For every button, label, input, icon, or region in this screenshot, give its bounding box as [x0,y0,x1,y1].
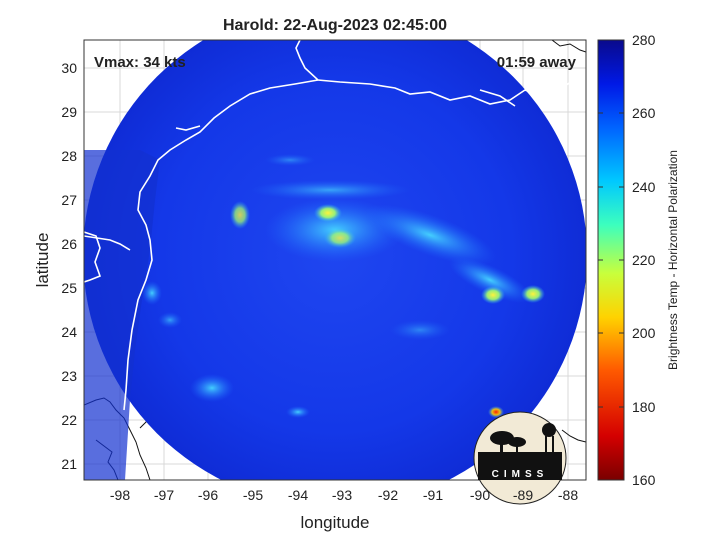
logo-text: CIMSS [492,469,549,480]
x-tick: -98 [110,487,130,503]
colorbar-tick: 200 [632,325,656,341]
cloud-south-cell [190,374,234,402]
x-tick: -89 [513,487,533,503]
colorbar-tick: 280 [632,32,656,48]
plot-frame [83,39,587,481]
y-tick-labels: 30 29 28 27 26 25 24 23 22 21 [61,60,77,472]
microwave-swath [84,40,586,480]
x-tick: -96 [198,487,218,503]
coastline-swath [84,40,586,411]
cloud-sw-cell [158,312,182,328]
cloud-west-coast [142,281,162,305]
cimss-logo: CIMSS [473,411,567,505]
colorbar-tick: 240 [632,179,656,195]
cloud-south-small [286,406,310,418]
y-tick: 25 [61,280,77,296]
y-tick: 27 [61,192,77,208]
x-axis-label: longitude [300,513,369,532]
cloud-core [314,204,342,222]
cloud-se-patch [390,320,450,340]
x-tick: -97 [154,487,174,503]
y-tick: 21 [61,456,77,472]
colorbar-tick: 180 [632,399,656,415]
colorbar-label: Brightness Temp - Horizontal Polarizatio… [666,150,680,370]
x-tick: -90 [470,487,490,503]
cloud-east-cell-1 [481,286,505,304]
cloud-band-far-east [448,257,532,303]
cloud-center [324,228,356,248]
y-tick: 29 [61,104,77,120]
x-tick: -94 [288,487,308,503]
colorbar-tick: 160 [632,472,656,488]
x-tick: -95 [243,487,263,503]
land-region [84,150,160,480]
cloud-west-cell [230,201,250,229]
x-tick: -93 [332,487,352,503]
colorbar-tick: 260 [632,105,656,121]
vmax-label: Vmax: 34 kts [94,54,186,71]
colorbar-tick: 220 [632,252,656,268]
y-axis-label: latitude [33,233,52,288]
chart-title: Harold: 22-Aug-2023 02:45:00 [223,17,447,34]
cloud-east-cell-2 [521,285,545,303]
y-tick: 23 [61,368,77,384]
y-tick: 26 [61,236,77,252]
x-tick: -88 [558,487,578,503]
y-tick: 30 [61,60,77,76]
x-tick: -91 [423,487,443,503]
x-tick: -92 [378,487,398,503]
colorbar-ticks [598,112,624,408]
y-tick: 24 [61,324,77,340]
x-tick-labels: -98 -97 -96 -95 -94 -93 -92 -91 -90 -89 … [110,487,578,503]
y-tick: 22 [61,412,77,428]
time-away-label: 01:59 away [497,54,577,71]
cloud-north-coast [265,154,315,166]
cloud-north-arc [250,180,410,200]
colorbar-tick-labels: 280 260 240 220 200 180 160 [632,32,656,488]
cloud-hot-spot [488,406,504,418]
y-tick: 28 [61,148,77,164]
cloud-band-east [363,204,497,266]
